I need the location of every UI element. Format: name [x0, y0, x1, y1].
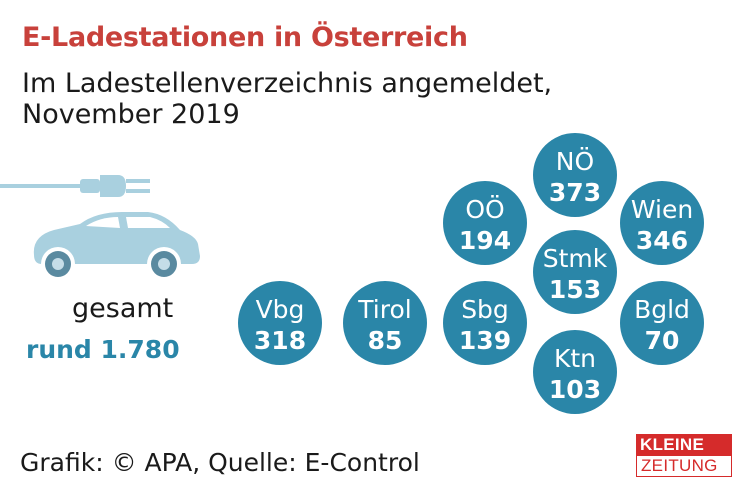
total-value: rund 1.780 [26, 335, 180, 364]
bubble-mark [533, 230, 617, 314]
bubble-label: Bgld [634, 295, 690, 324]
bubble-value: 318 [254, 326, 306, 355]
bubble-mark [533, 133, 617, 217]
bubble-mark [533, 330, 617, 414]
bubble-label: Sbg [461, 295, 509, 324]
bubble-value: 139 [459, 326, 511, 355]
bubble-label: Wien [631, 195, 693, 224]
logo-line1: KLEINE [636, 434, 732, 456]
source-credit: Grafik: © APA, Quelle: E-Control [20, 448, 420, 477]
bubble-mark [443, 281, 527, 365]
bubble-mark [620, 181, 704, 265]
bubble-value: 103 [549, 375, 601, 404]
chart-title: E-Ladestationen in Österreich [22, 22, 468, 53]
total-label: gesamt [72, 293, 174, 324]
bubble-label: NÖ [556, 147, 594, 176]
bubble-value: 194 [459, 226, 511, 255]
bubble-value: 70 [645, 326, 680, 355]
bubble-label: Vbg [256, 295, 305, 324]
charging-plug-icon [0, 175, 150, 197]
car-icon [33, 212, 201, 281]
bubble-label: Tirol [357, 295, 411, 324]
bubble-mark [620, 281, 704, 365]
bubble-value: 346 [636, 226, 688, 255]
bubble-value: 373 [549, 178, 601, 207]
bubble-label: Stmk [543, 244, 608, 273]
bubble-label: Ktn [554, 344, 596, 373]
bubble-mark [343, 281, 427, 365]
bubble-value: 153 [549, 275, 601, 304]
chart-subtitle: Im Ladestellenverzeichnis angemeldet, No… [22, 68, 553, 130]
bubble-mark [443, 181, 527, 265]
bubble-mark [238, 281, 322, 365]
logo-line2: ZEITUNG [636, 456, 732, 477]
bubble-label: OÖ [465, 195, 504, 224]
bubble-value: 85 [368, 326, 403, 355]
car-illustration [0, 175, 201, 281]
kleine-zeitung-logo: KLEINE ZEITUNG [636, 434, 732, 477]
